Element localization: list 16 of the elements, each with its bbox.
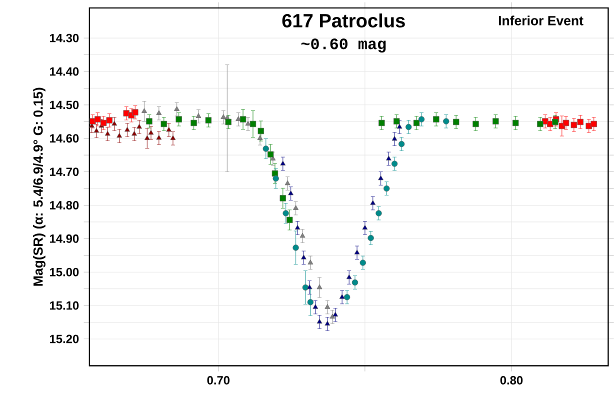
y-tick-label: 14.60 (50, 134, 79, 142)
x-tick-label: 0.80 (500, 376, 523, 384)
y-tick-label: 14.90 (50, 234, 79, 243)
y-axis-title: Mag(SR) (α: 5.4/6.9/4.9° G: 0.15) (33, 88, 46, 286)
y-tick-label: 15.00 (50, 268, 79, 276)
y-tick-label: 14.80 (50, 200, 79, 210)
y-tick-label: 14.30 (50, 34, 79, 42)
y-tick-label: 14.40 (50, 67, 79, 76)
y-tick-label: 15.20 (50, 334, 79, 343)
y-tick-label: 15.10 (50, 301, 79, 310)
chart-title: 617 Patroclus (282, 13, 405, 28)
x-tick-label: 0.70 (207, 376, 230, 384)
text: ~0.60 mag (301, 38, 386, 52)
y-tick-label: 14.50 (50, 100, 79, 109)
y-tick-label: 14.70 (50, 167, 79, 176)
annotation: Inferior Event (498, 15, 584, 26)
